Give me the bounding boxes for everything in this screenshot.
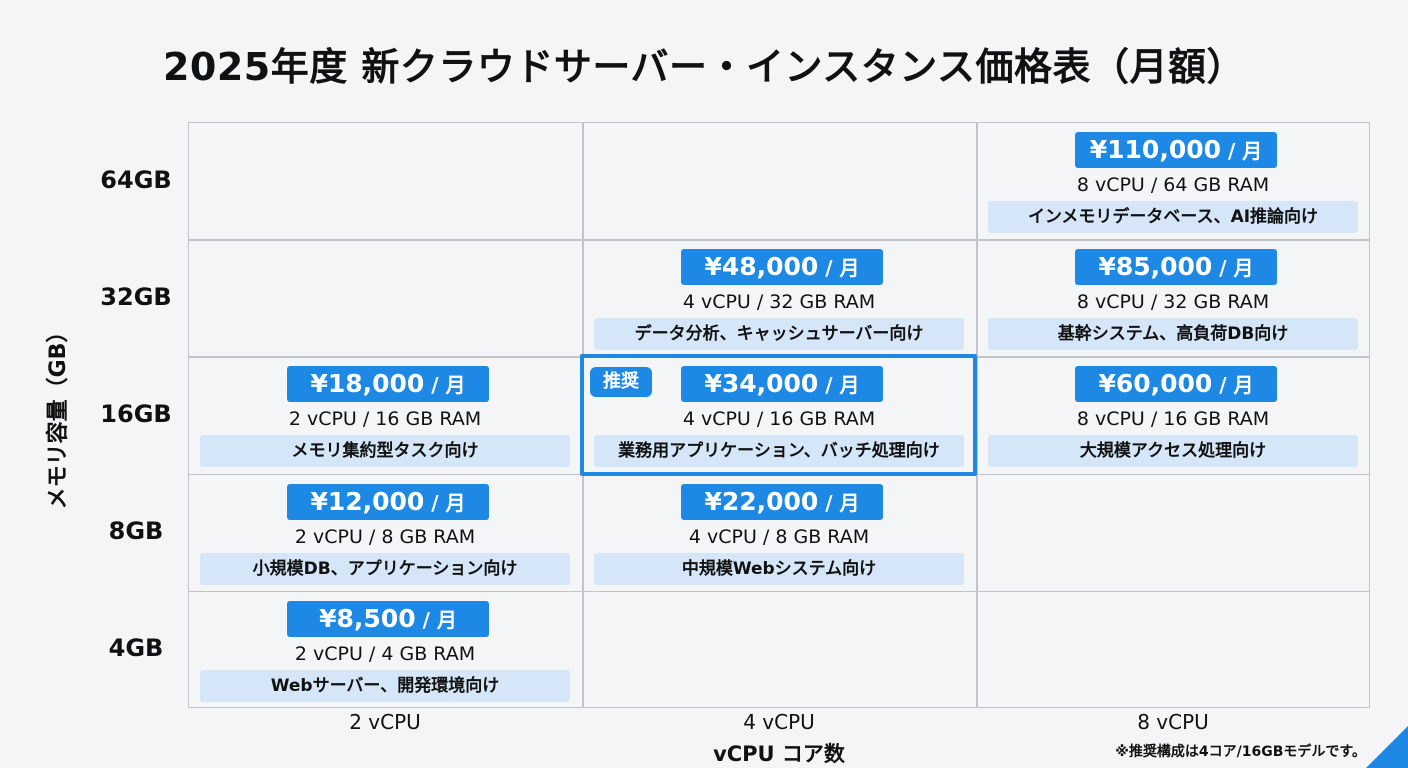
- spec-label: 2 vCPU / 16 GB RAM: [288, 408, 482, 431]
- price-unit: / 月: [1212, 256, 1254, 281]
- price-value: ¥12,000: [310, 486, 425, 516]
- use-case-label: 基幹システム、高負荷DB向け: [988, 318, 1358, 351]
- price-value: ¥22,000: [704, 486, 819, 516]
- y-axis-label: メモリ容量（GB）: [46, 320, 71, 510]
- price-cell: ¥85,000 / 月 8 vCPU / 32 GB RAM 基幹システム、高負荷D…: [976, 239, 1370, 356]
- price-cell: ¥8,500 / 月 2 vCPU / 4 GB RAM Webサーバー、開発環境向…: [188, 591, 582, 708]
- price-unit: / 月: [818, 373, 860, 398]
- price-cell: ¥34,000 / 月 4 vCPU / 16 GB RAM 業務用アプリケーション…: [582, 356, 976, 473]
- y-tick-label: 4GB: [108, 634, 164, 663]
- spec-label: 8 vCPU / 64 GB RAM: [1076, 174, 1270, 196]
- price-label: ¥110,000 / 月: [1075, 132, 1277, 168]
- price-label: ¥22,000 / 月: [681, 483, 883, 520]
- use-case-label: 小規模DB、アプリケーション向け: [200, 552, 570, 585]
- price-label: ¥34,000 / 月: [681, 366, 883, 403]
- price-value: ¥48,000: [704, 252, 819, 282]
- price-cell: ¥22,000 / 月 4 vCPU / 8 GB RAM 中規模Webシステム向け: [582, 474, 976, 591]
- price-unit: / 月: [424, 490, 466, 515]
- price-label: ¥12,000 / 月: [287, 483, 489, 520]
- grid-hline: [188, 590, 1370, 593]
- use-case-label: インメモリデータベース、AI推論向け: [988, 201, 1358, 233]
- price-unit: / 月: [415, 607, 457, 632]
- corner-decoration: [1366, 726, 1408, 768]
- price-label: ¥18,000 / 月: [287, 366, 489, 403]
- price-unit: / 月: [818, 256, 860, 281]
- use-case-label: 業務用アプリケーション、バッチ処理向け: [594, 435, 964, 468]
- use-case-label: メモリ集約型タスク向け: [200, 435, 570, 468]
- price-label: ¥48,000 / 月: [681, 249, 883, 286]
- spec-label: 8 vCPU / 16 GB RAM: [1076, 408, 1270, 431]
- price-value: ¥34,000: [704, 369, 819, 399]
- recommended-badge: 推奨: [590, 367, 652, 397]
- chart-title: 2025年度 新クラウドサーバー・インスタンス価格表（月額）: [162, 45, 1246, 89]
- spec-label: 2 vCPU / 4 GB RAM: [294, 642, 476, 665]
- y-tick-label: 8GB: [108, 517, 164, 546]
- y-tick-label: 32GB: [100, 282, 172, 311]
- price-unit: / 月: [424, 373, 466, 398]
- price-grid: [188, 122, 1370, 708]
- price-cell: ¥12,000 / 月 2 vCPU / 8 GB RAM 小規模DB、アプリケーシ…: [188, 474, 582, 591]
- spec-label: 2 vCPU / 8 GB RAM: [294, 525, 476, 548]
- price-value: ¥8,500: [319, 603, 416, 633]
- price-value: ¥18,000: [310, 369, 425, 399]
- price-cell: ¥60,000 / 月 8 vCPU / 16 GB RAM 大規模アクセス処理向け: [976, 356, 1370, 473]
- use-case-label: 中規模Webシステム向け: [594, 552, 964, 585]
- footnote: ※推奨構成は4コア/16GBモデルです。: [1115, 744, 1366, 760]
- x-tick-label: 2 vCPU: [349, 710, 421, 734]
- price-unit: / 月: [1221, 139, 1263, 163]
- price-value: ¥85,000: [1098, 252, 1213, 282]
- use-case-label: 大規模アクセス処理向け: [988, 435, 1358, 468]
- use-case-label: Webサーバー、開発環境向け: [200, 669, 570, 702]
- price-unit: / 月: [1212, 373, 1254, 398]
- use-case-label: データ分析、キャッシュサーバー向け: [594, 318, 964, 351]
- price-cell: ¥110,000 / 月 8 vCPU / 64 GB RAM インメモリデータベー…: [976, 122, 1370, 239]
- spec-label: 4 vCPU / 8 GB RAM: [688, 525, 870, 548]
- spec-label: 4 vCPU / 16 GB RAM: [682, 408, 876, 431]
- price-value: ¥110,000: [1089, 135, 1222, 164]
- price-label: ¥60,000 / 月: [1075, 366, 1277, 403]
- price-label: ¥85,000 / 月: [1075, 249, 1277, 286]
- x-tick-label: 8 vCPU: [1137, 710, 1209, 734]
- price-cell: ¥48,000 / 月 4 vCPU / 32 GB RAM データ分析、キャッシュ…: [582, 239, 976, 356]
- spec-label: 4 vCPU / 32 GB RAM: [682, 291, 876, 314]
- price-label: ¥8,500 / 月: [287, 600, 489, 637]
- price-value: ¥60,000: [1098, 369, 1213, 399]
- x-tick-label: 4 vCPU: [743, 710, 815, 734]
- y-tick-label: 16GB: [100, 400, 172, 428]
- price-unit: / 月: [818, 490, 860, 515]
- spec-label: 8 vCPU / 32 GB RAM: [1076, 291, 1270, 314]
- recommended-highlight: [580, 354, 977, 476]
- y-tick-label: 64GB: [100, 165, 172, 194]
- x-axis-label: vCPU コア数: [713, 742, 845, 766]
- price-cell: ¥18,000 / 月 2 vCPU / 16 GB RAM メモリ集約型タスク向け: [188, 356, 582, 473]
- grid-hline: [188, 239, 1370, 241]
